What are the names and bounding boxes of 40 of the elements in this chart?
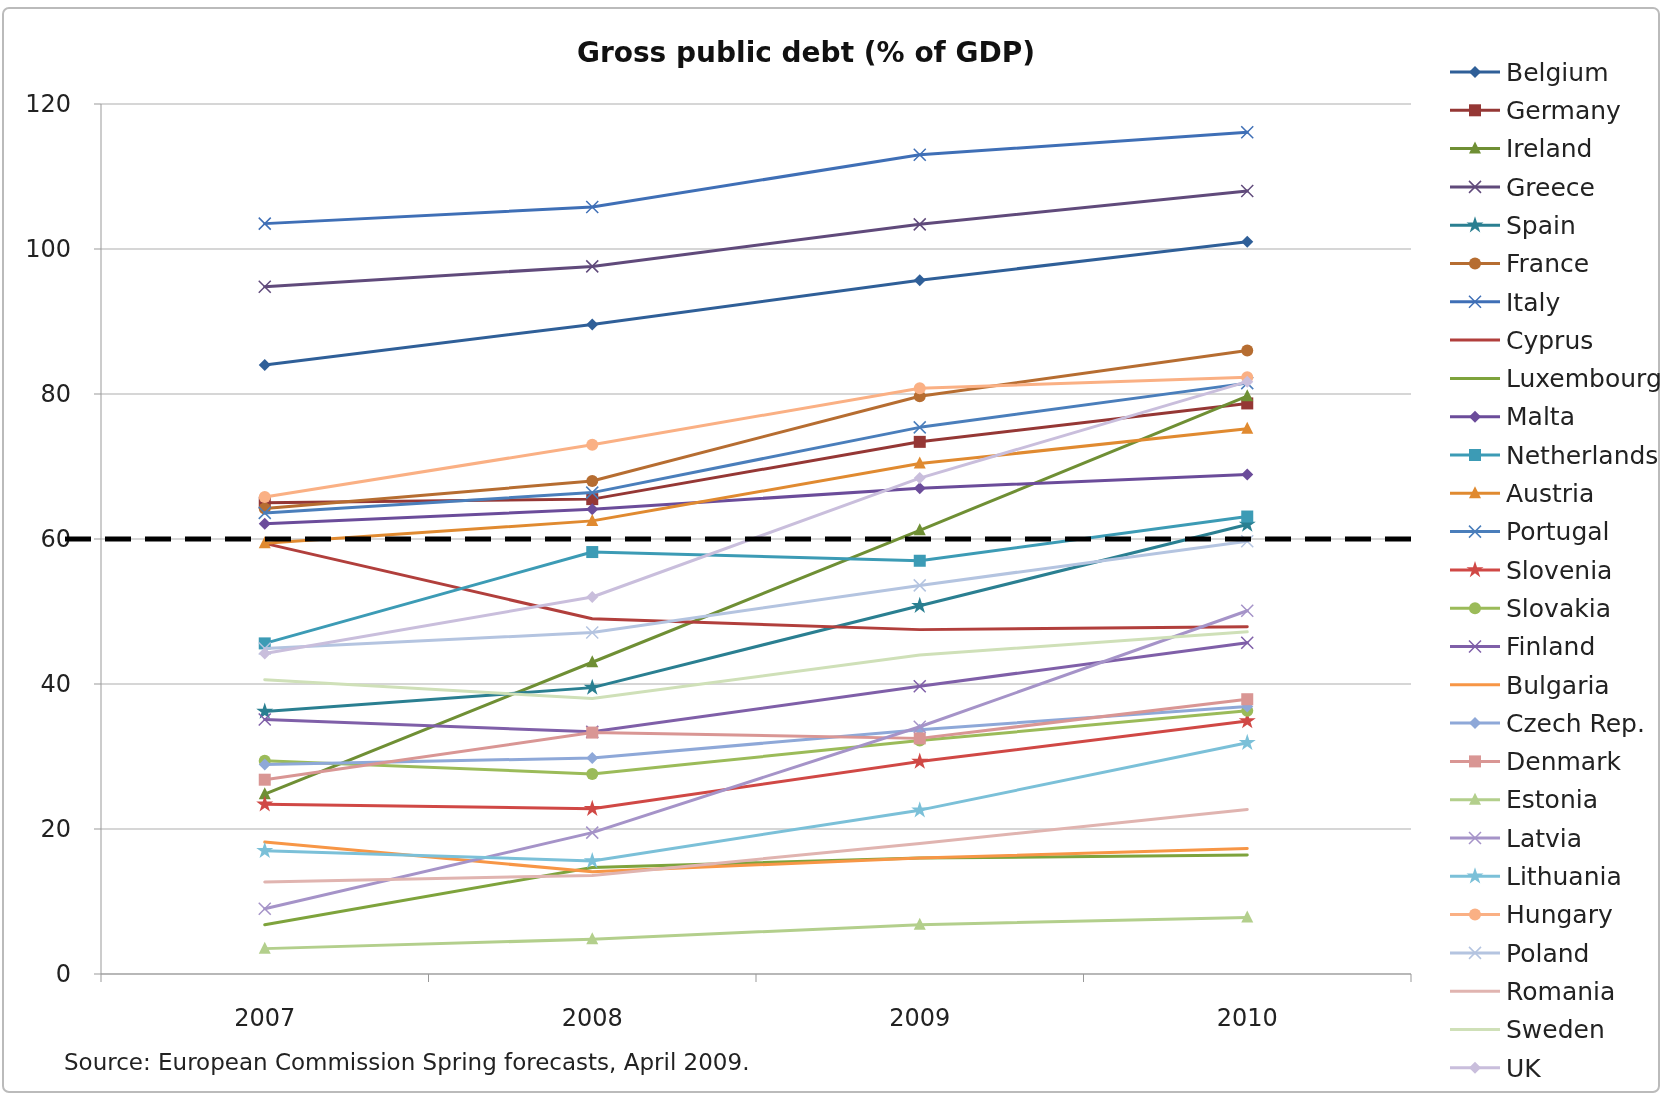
legend-label: Lithuania [1506, 862, 1622, 892]
x-tick-label: 2010 [1216, 1004, 1278, 1032]
legend-label: Greece [1506, 172, 1595, 202]
legend-label: Slovakia [1506, 593, 1611, 623]
y-tick-label: 120 [25, 90, 71, 119]
y-tick-label: 40 [40, 670, 71, 699]
legend-label: Portugal [1506, 517, 1610, 547]
legend-label: Malta [1506, 402, 1575, 432]
legend-label: Slovenia [1506, 555, 1613, 585]
legend-label: Netherlands [1506, 440, 1659, 470]
legend-label: Bulgaria [1506, 670, 1610, 700]
legend-label: Sweden [1506, 1015, 1605, 1045]
y-tick-label: 100 [25, 235, 71, 264]
y-tick-label: 60 [40, 525, 71, 554]
legend-label: Romania [1506, 976, 1616, 1006]
legend-label: Finland [1506, 632, 1596, 662]
legend-label: Belgium [1506, 57, 1609, 87]
legend-label: Cyprus [1506, 325, 1594, 355]
legend-label: Germany [1506, 96, 1622, 126]
legend-label: Spain [1506, 210, 1576, 240]
y-tick-label: 20 [40, 815, 71, 844]
legend-label: Estonia [1506, 785, 1599, 815]
legend-label: Hungary [1506, 900, 1613, 930]
legend-label: Latvia [1506, 823, 1583, 853]
legend-label: Ireland [1506, 134, 1593, 164]
source-note: Source: European Commission Spring forecasts, April 2009. [64, 1049, 750, 1075]
legend-label: Luxembourg [1506, 364, 1662, 394]
legend-label: Austria [1506, 479, 1595, 509]
legend-label: France [1506, 249, 1590, 279]
legend-label: UK [1506, 1053, 1542, 1083]
legend-label: Poland [1506, 938, 1590, 968]
x-tick-label: 2009 [889, 1004, 951, 1032]
legend-label: Italy [1506, 287, 1561, 317]
y-tick-label: 80 [40, 380, 71, 409]
x-tick-label: 2007 [234, 1004, 296, 1032]
legend-label: Czech Rep. [1506, 708, 1645, 738]
x-tick-label: 2008 [561, 1004, 623, 1032]
legend-label: Denmark [1506, 747, 1622, 777]
y-tick-label: 0 [55, 960, 71, 989]
chart-title: Gross public debt (% of GDP) [576, 36, 1036, 69]
